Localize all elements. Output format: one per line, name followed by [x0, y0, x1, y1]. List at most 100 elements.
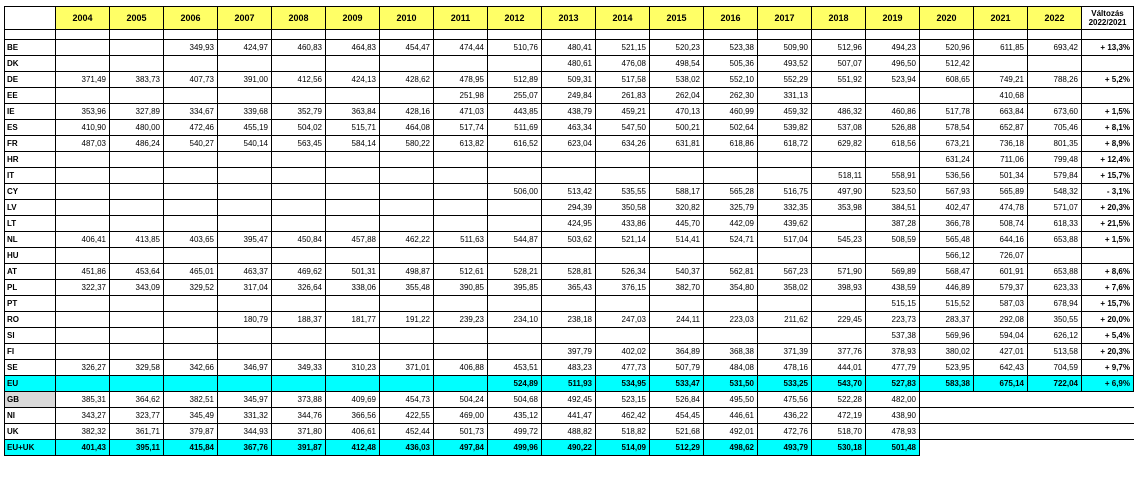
- value-cell: 631,81: [649, 135, 704, 152]
- empty-cell: [919, 439, 974, 456]
- country-code: EE: [4, 87, 56, 104]
- value-cell: 518,11: [811, 167, 866, 184]
- value-cell: 455,19: [217, 119, 272, 136]
- value-cell: 526,34: [595, 263, 650, 280]
- value-cell: 523,38: [703, 39, 758, 56]
- value-cell: [595, 327, 650, 344]
- value-cell: 517,04: [757, 231, 812, 248]
- value-cell: 516,75: [757, 183, 812, 200]
- empty-cell: [1027, 423, 1082, 440]
- value-cell: 223,73: [865, 311, 920, 328]
- value-cell: 548,32: [1027, 183, 1082, 200]
- value-cell: 611,85: [973, 39, 1028, 56]
- empty-cell: [973, 391, 1028, 408]
- value-cell: [109, 151, 164, 168]
- value-cell: 462,42: [595, 407, 650, 424]
- value-cell: 322,37: [55, 279, 110, 296]
- value-cell: 512,29: [649, 439, 704, 456]
- value-cell: 493,52: [757, 55, 812, 72]
- year-header: 2005: [109, 6, 164, 30]
- value-cell: 496,50: [865, 55, 920, 72]
- value-cell: 673,60: [1027, 103, 1082, 120]
- value-cell: 223,03: [703, 311, 758, 328]
- value-cell: 504,02: [271, 119, 326, 136]
- year-header: 2010: [379, 6, 434, 30]
- value-cell: [163, 327, 218, 344]
- value-cell: 535,55: [595, 183, 650, 200]
- value-cell: 726,07: [973, 247, 1028, 264]
- value-cell: [487, 247, 542, 264]
- value-cell: 464,83: [325, 39, 380, 56]
- value-cell: [703, 167, 758, 184]
- value-cell: [109, 327, 164, 344]
- value-cell: 354,80: [703, 279, 758, 296]
- year-header: 2013: [541, 6, 596, 30]
- value-cell: 441,47: [541, 407, 596, 424]
- table-row: FI 397,79 402,02 364,89 368,38 371,39 377,76 37…: [4, 343, 1134, 360]
- value-cell: 653,88: [1027, 231, 1082, 248]
- value-cell: 472,76: [757, 423, 812, 440]
- table-row: EE 251,98 255,07 249,84 261,83 262,04 262,30 33…: [4, 87, 1134, 104]
- value-cell: [217, 375, 272, 392]
- country-code: FI: [4, 343, 56, 360]
- value-cell: [379, 183, 434, 200]
- value-cell: [55, 327, 110, 344]
- value-cell: 377,76: [811, 343, 866, 360]
- change-cell: + 8,6%: [1081, 263, 1134, 280]
- value-cell: 445,70: [649, 215, 704, 232]
- value-cell: 443,85: [487, 103, 542, 120]
- value-cell: 376,15: [595, 279, 650, 296]
- value-cell: 391,00: [217, 71, 272, 88]
- value-cell: 339,68: [217, 103, 272, 120]
- value-cell: 469,62: [271, 263, 326, 280]
- value-cell: 526,84: [649, 391, 704, 408]
- value-cell: 385,31: [55, 391, 110, 408]
- table-row: EU 524,89 511,93 534,95 533,47 531,50 533,25 54…: [4, 375, 1134, 392]
- value-cell: 538,02: [649, 71, 704, 88]
- value-cell: 565,28: [703, 183, 758, 200]
- value-cell: 567,23: [757, 263, 812, 280]
- value-cell: 522,28: [811, 391, 866, 408]
- value-cell: 500,21: [649, 119, 704, 136]
- value-cell: 326,64: [271, 279, 326, 296]
- value-cell: 515,15: [865, 295, 920, 312]
- change-cell: + 13,3%: [1081, 39, 1134, 56]
- spacer-cell: [163, 29, 218, 40]
- value-cell: [1027, 87, 1082, 104]
- country-code: RO: [4, 311, 56, 328]
- value-cell: 623,33: [1027, 279, 1082, 296]
- table-row: LV 294,39 350,58 320,82 325,79 332,35 353,98 38…: [4, 199, 1134, 216]
- value-cell: [109, 295, 164, 312]
- value-cell: 474,44: [433, 39, 488, 56]
- value-cell: 371,01: [379, 359, 434, 376]
- value-cell: 537,08: [811, 119, 866, 136]
- value-cell: 350,55: [1027, 311, 1082, 328]
- value-cell: 515,71: [325, 119, 380, 136]
- country-code: EU+UK: [4, 439, 56, 456]
- value-cell: [163, 87, 218, 104]
- value-cell: 488,82: [541, 423, 596, 440]
- value-cell: 480,41: [541, 39, 596, 56]
- year-header: 2009: [325, 6, 380, 30]
- value-cell: [487, 327, 542, 344]
- empty-cell: [973, 423, 1028, 440]
- year-header: 2007: [217, 6, 272, 30]
- country-code: GB: [4, 391, 56, 408]
- value-cell: [379, 215, 434, 232]
- value-cell: 521,15: [595, 39, 650, 56]
- value-cell: 325,79: [703, 199, 758, 216]
- value-cell: 338,06: [325, 279, 380, 296]
- value-cell: 451,86: [55, 263, 110, 280]
- spacer-cell: [4, 29, 56, 40]
- value-cell: [811, 247, 866, 264]
- value-cell: 518,82: [595, 423, 650, 440]
- value-cell: 501,31: [325, 263, 380, 280]
- value-cell: [433, 375, 488, 392]
- change-cell: + 1,5%: [1081, 103, 1134, 120]
- country-code: HU: [4, 247, 56, 264]
- value-cell: [109, 247, 164, 264]
- value-cell: 371,49: [55, 71, 110, 88]
- value-cell: 367,76: [217, 439, 272, 456]
- value-cell: [271, 295, 326, 312]
- value-cell: 511,69: [487, 119, 542, 136]
